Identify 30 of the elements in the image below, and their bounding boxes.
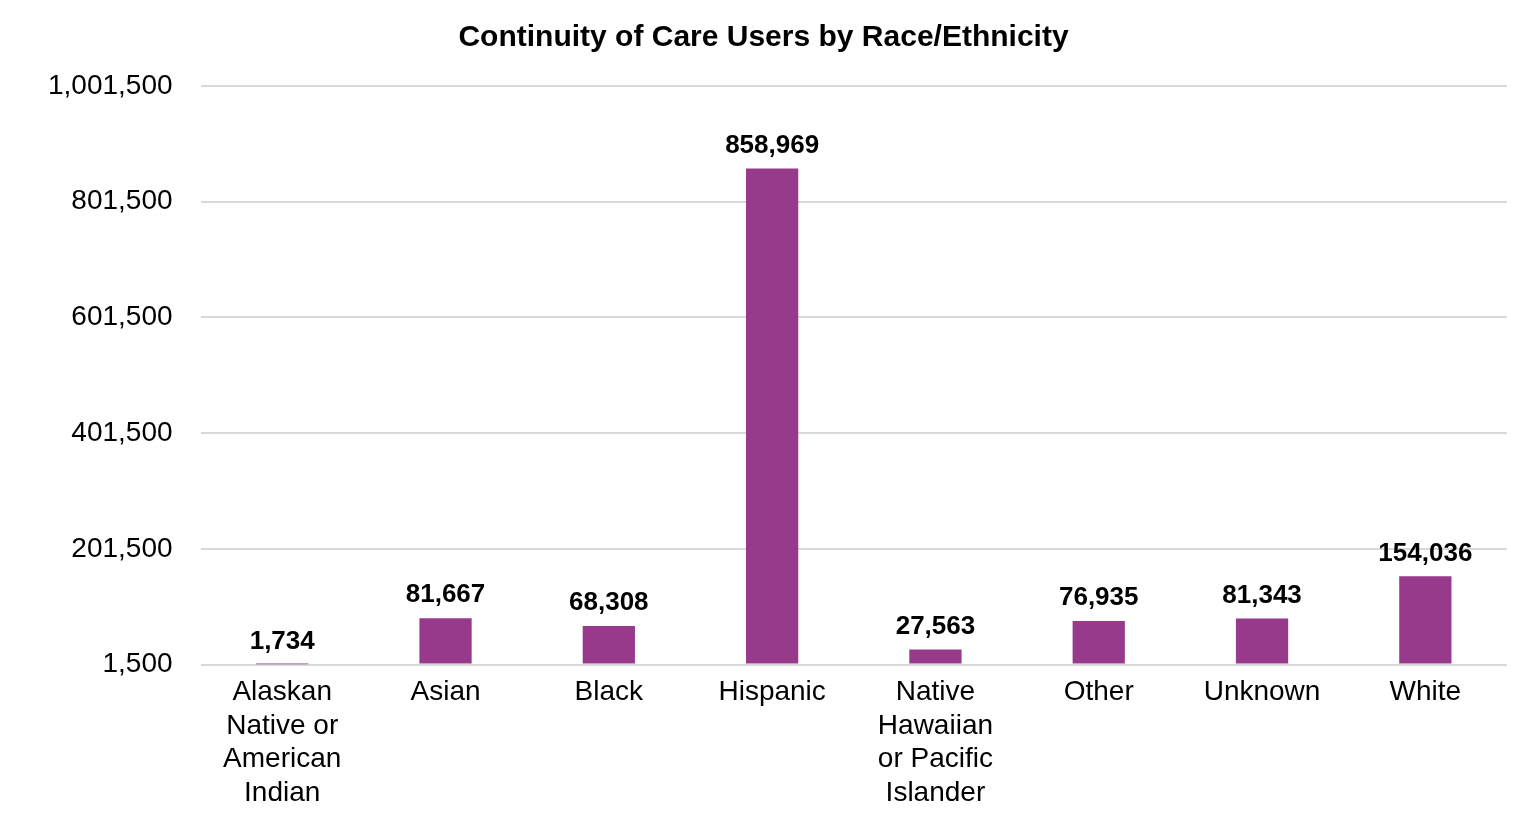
data-label: 76,935 [1058,581,1139,612]
y-tick-label: 801,500 [71,184,173,216]
x-tick-label: Alaskan Native or American Indian [223,675,342,807]
x-tick-label: Black [574,675,645,707]
bar [582,625,635,664]
x-tick-label: Unknown [1203,675,1321,707]
x-tick-label: White [1389,675,1462,707]
data-label: 81,667 [405,578,486,609]
chart-title: Continuity of Care Users by Race/Ethnicity [458,19,1069,53]
data-label: 1,734 [249,624,316,655]
y-tick-label: 601,500 [71,300,173,332]
y-tick-label: 1,001,500 [47,68,173,100]
y-tick-label: 201,500 [71,531,173,563]
x-tick-label: Other [1063,675,1134,707]
data-label: 27,563 [895,609,976,640]
bar [746,168,799,664]
x-tick-label: Hispanic [718,675,826,707]
bar [419,618,472,664]
y-tick-label: 401,500 [71,415,173,447]
data-label: 68,308 [569,586,649,617]
bar [1399,576,1452,664]
data-label: 81,343 [1222,578,1302,609]
y-tick-label: 1,500 [102,647,173,679]
bar [909,649,962,664]
data-label: 858,969 [725,128,820,159]
x-tick-label: Asian [410,675,481,707]
x-tick-label: Native Hawaiian or Pacific Islander [877,675,994,807]
data-label: 154,036 [1378,536,1473,567]
bar [1235,618,1289,664]
bar [1072,620,1125,664]
